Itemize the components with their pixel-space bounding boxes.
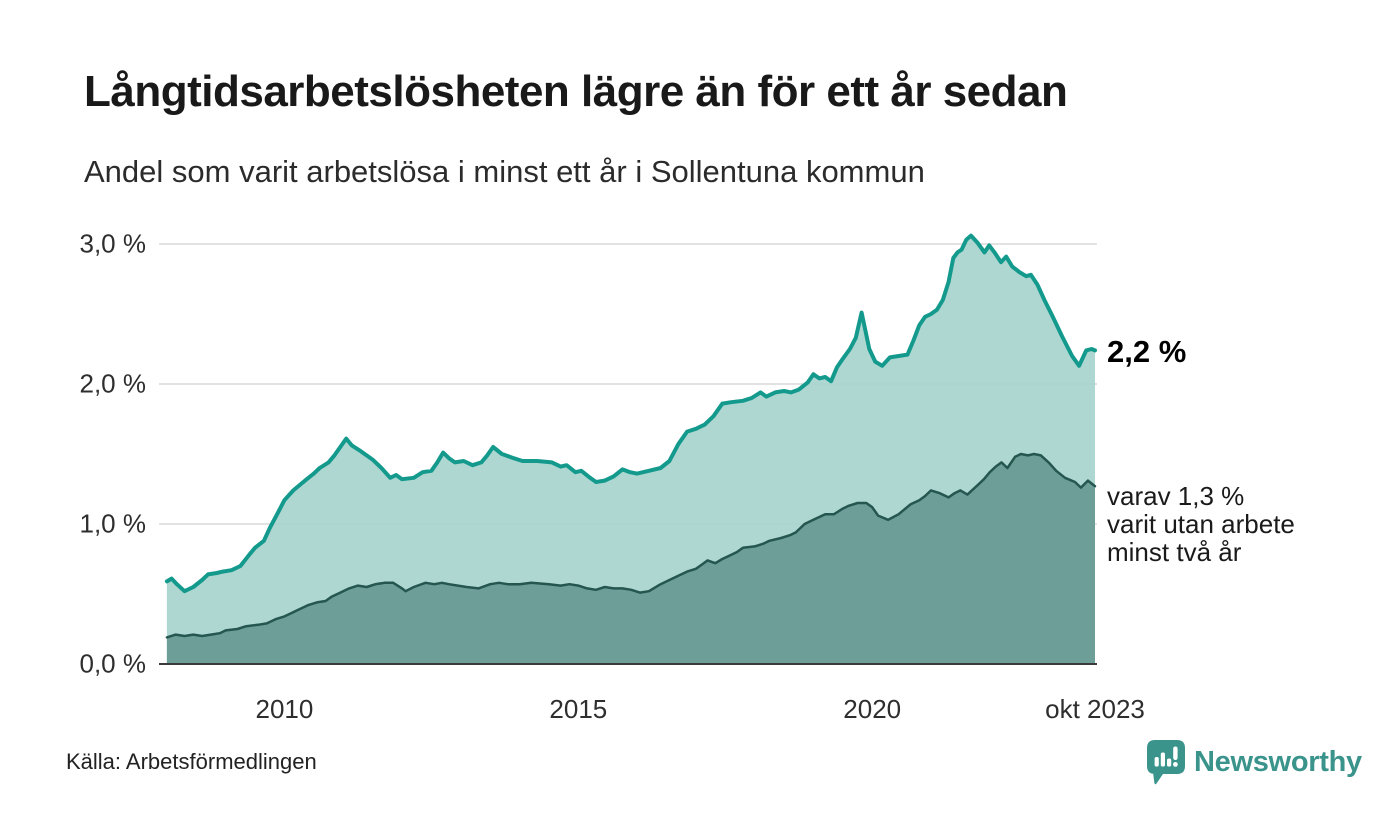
y-tick-label: 0,0 % [79, 648, 147, 679]
y-tick-label: 1,0 % [79, 508, 147, 539]
x-tick-label: 2010 [255, 694, 314, 724]
secondary-series-annotation: varav 1,3 % varit utan arbete minst två … [1107, 482, 1295, 566]
series-line-1 [164, 233, 1097, 594]
series-area-2 [166, 454, 1095, 664]
x-tick-label: okt 2023 [1045, 694, 1145, 724]
secondary-annotation-line1: varav 1,3 % [1107, 481, 1245, 511]
secondary-annotation-line2: varit utan arbete [1107, 509, 1295, 539]
x-tick-label: 2020 [843, 694, 902, 724]
newsworthy-logo: Newsworthy [1146, 739, 1362, 785]
x-tick-label: 2015 [549, 694, 608, 724]
series-line-2 [165, 452, 1097, 639]
latest-value-annotation: 2,2 % [1107, 334, 1187, 369]
y-tick-label: 2,0 % [79, 368, 147, 399]
newsworthy-speech-bubble-bar-chart-icon [1147, 740, 1185, 785]
secondary-annotation-line3: minst två år [1107, 537, 1242, 567]
source-attribution: Källa: Arbetsförmedlingen [66, 749, 317, 774]
page-title: Långtidsarbetslösheten lägre än för ett … [84, 67, 1068, 116]
newsworthy-logo-text: Newsworthy [1194, 745, 1362, 778]
y-tick-label: 3,0 % [79, 228, 147, 259]
page-subtitle: Andel som varit arbetslösa i minst ett å… [84, 154, 925, 189]
